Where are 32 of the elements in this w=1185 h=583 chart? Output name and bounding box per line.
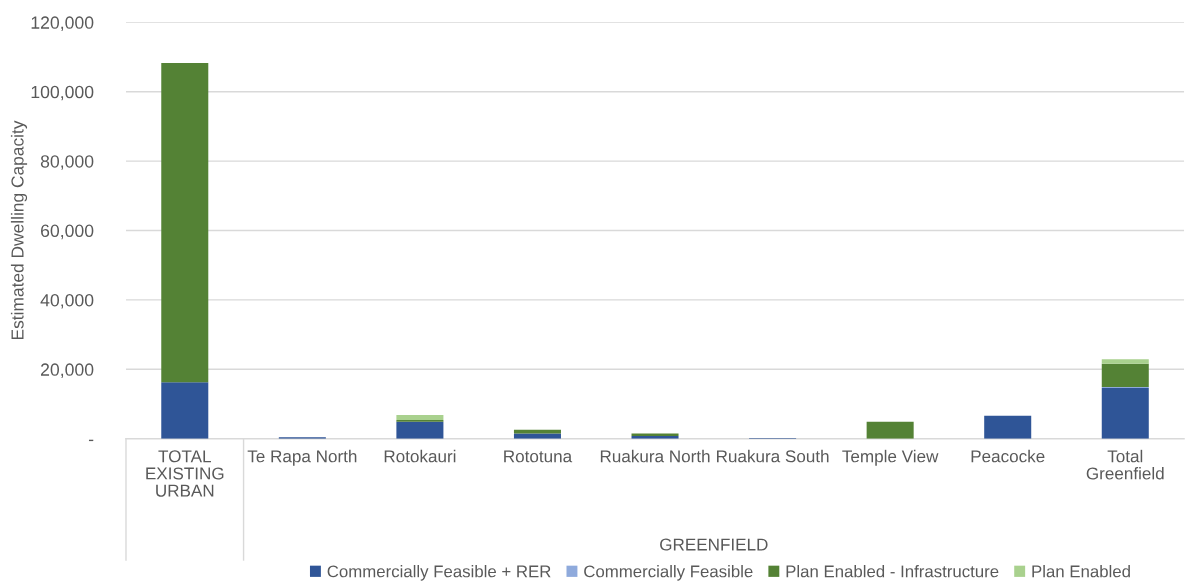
x-tick-label: Temple View xyxy=(842,449,939,466)
y-axis-title: Estimated Dwelling Capacity xyxy=(10,120,28,340)
x-tick-label: Peacocke xyxy=(971,449,1045,463)
x-tick-label: Te Rapa North xyxy=(247,449,357,466)
legend-label: Commercially Feasible xyxy=(584,565,753,581)
x-tick-label: TOTAL EXISTING URBAN xyxy=(146,450,224,497)
y-tick-label: 80,000 xyxy=(40,155,94,170)
y-tick-label: 60,000 xyxy=(41,224,94,240)
bar xyxy=(161,382,209,439)
text: GREENFIELD xyxy=(660,538,768,551)
y-tick-label: 100,000 xyxy=(31,85,94,101)
bar xyxy=(161,62,209,383)
bar xyxy=(1101,388,1149,439)
bar xyxy=(1101,359,1149,364)
bar xyxy=(396,415,444,420)
x-tick-label: Ruakura North xyxy=(600,449,710,463)
y-tick-label: 20,000 xyxy=(41,363,94,378)
bar xyxy=(513,433,561,439)
bar xyxy=(396,421,444,439)
legend-label: Commercially Feasible + RER xyxy=(327,565,551,581)
x-tick-label: Rotokauri xyxy=(384,449,456,463)
x-tick-label: Ruakura South xyxy=(717,449,829,463)
y-tick-label: 40,000 xyxy=(40,293,94,309)
x-tick-label: Rototuna xyxy=(504,450,573,463)
x-tick-label: Total Greenfield xyxy=(1086,449,1164,480)
legend-label: Plan Enabled xyxy=(1032,565,1130,578)
y-tick-label: 120,000 xyxy=(31,16,94,31)
bar xyxy=(1101,363,1149,387)
bar xyxy=(984,415,1032,439)
y-tick-label: - xyxy=(88,439,94,442)
legend-label: Plan Enabled - Infrastructure xyxy=(786,565,999,578)
bar xyxy=(866,421,914,439)
